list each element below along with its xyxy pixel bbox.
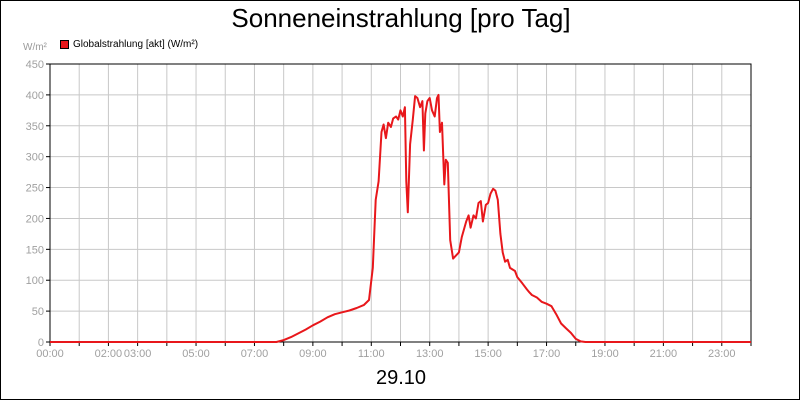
y-tick-label: 250 xyxy=(26,183,44,195)
chart-legend: Globalstrahlung [akt] (W/m²) xyxy=(60,39,198,50)
y-tick-label: 150 xyxy=(26,244,44,256)
x-tick-label: 13:00 xyxy=(416,348,444,360)
x-tick-label: 23:00 xyxy=(708,348,736,360)
y-tick-label: 400 xyxy=(26,90,44,102)
legend-series-label: Globalstrahlung [akt] (W/m²) xyxy=(73,39,199,50)
y-tick-label: 200 xyxy=(26,213,44,225)
series-line xyxy=(50,93,751,343)
x-tick-label: 02:00 xyxy=(95,348,123,360)
x-tick-label: 21:00 xyxy=(650,348,678,360)
chart-title: Sonneneinstrahlung [pro Tag] xyxy=(231,3,571,33)
y-tick-label: 350 xyxy=(26,121,44,133)
y-tick-label: 50 xyxy=(32,306,44,318)
x-tick-label: 17:00 xyxy=(533,348,561,360)
y-tick-label: 450 xyxy=(26,59,44,71)
x-tick-label: 05:00 xyxy=(182,348,210,360)
x-tick-label: 15:00 xyxy=(474,348,502,360)
y-axis-unit-label: W/m² xyxy=(23,42,47,53)
x-tick-label: 07:00 xyxy=(241,348,269,360)
x-tick-label: 09:00 xyxy=(299,348,327,360)
x-tick-label: 03:00 xyxy=(124,348,152,360)
y-tick-label: 100 xyxy=(26,275,44,287)
x-tick-label: 11:00 xyxy=(358,348,385,360)
x-tick-label: 19:00 xyxy=(591,348,619,360)
legend-swatch xyxy=(60,40,69,49)
y-tick-label: 0 xyxy=(38,337,44,349)
date-label: 29.10 xyxy=(375,367,427,389)
x-tick-label: 00:00 xyxy=(36,348,64,360)
y-tick-label: 300 xyxy=(26,152,44,164)
